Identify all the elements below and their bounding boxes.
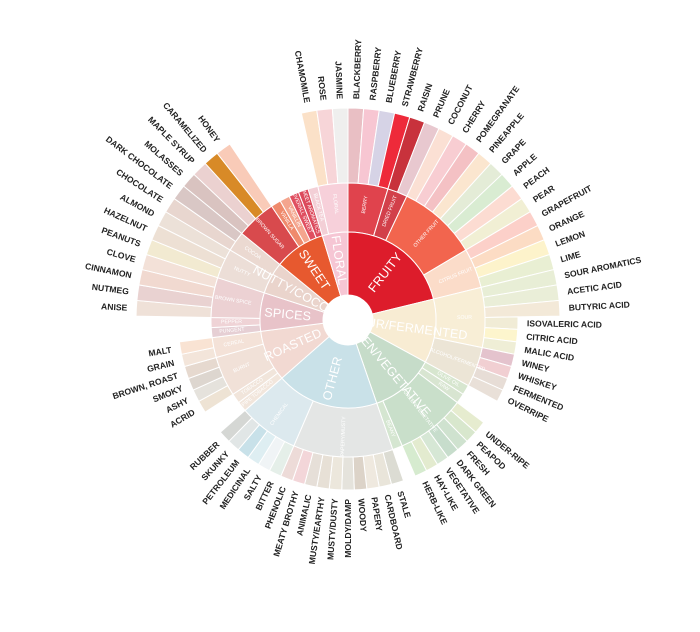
subcategory-label-cereal: CEREAL [223, 338, 245, 348]
flavor-label-acetic-acid: ACETIC ACID [567, 279, 623, 296]
flavor-label-papery: PAPERY [369, 496, 384, 532]
flavor-label-chamomile: CHAMOMILE [293, 50, 313, 104]
flavor-label-anise: ANISE [101, 301, 128, 312]
flavor-label-clove: CLOVE [106, 247, 137, 265]
flavor-label-blueberry: BLUEBERRY [384, 49, 404, 103]
wheel-segments [135, 107, 561, 491]
flavor-label-jasmine: JASMINE [333, 61, 344, 100]
flavor-label-lemon: LEMON [554, 229, 587, 249]
flavor-label-rose: ROSE [316, 76, 329, 102]
subcategory-label-floral: FLORAL [331, 194, 339, 215]
flavor-label-cinnamon: CINNAMON [84, 261, 132, 280]
category-label-spices: SPICES [264, 305, 312, 323]
flavor-label-raspberry: RASPBERRY [367, 46, 383, 101]
subcategory-label-pepper: PEPPER [221, 319, 242, 325]
flavor-label-butyric-acid: BUTYRIC ACID [568, 299, 630, 312]
center-hole [323, 295, 373, 345]
segment-moldy-damp [341, 456, 355, 491]
subcategory-label-sour: SOUR [457, 315, 472, 321]
flavor-label-blackberry: BLACKBERRY [351, 39, 363, 99]
subcategory-label-pungent: PUNGENT [219, 327, 246, 335]
flavor-label-raisin: RAISIN [415, 82, 434, 113]
flavor-label-musty-dusty: MUSTY/DUSTY [325, 498, 340, 560]
flavor-label-malt: MALT [148, 345, 173, 359]
flavor-label-woody: WOODY [356, 498, 368, 532]
flavor-label-lime: LIME [559, 249, 582, 264]
flavor-label-isovaleric-acid: ISOVALERIC ACID [527, 318, 602, 329]
flavor-label-nutmeg: NUTMEG [91, 282, 130, 297]
flavor-label-moldy-damp: MOLDY/DAMP [343, 499, 353, 558]
subcategory-label-papery-musty: PAPERY/MUSTY [340, 416, 347, 457]
subcategory-label-raw: RAW [437, 381, 450, 393]
flavor-label-citric-acid: CITRIC ACID [526, 332, 578, 347]
subcategory-label-berry: BERRY [361, 195, 370, 214]
flavor-label-pear: PEAR [531, 183, 557, 205]
